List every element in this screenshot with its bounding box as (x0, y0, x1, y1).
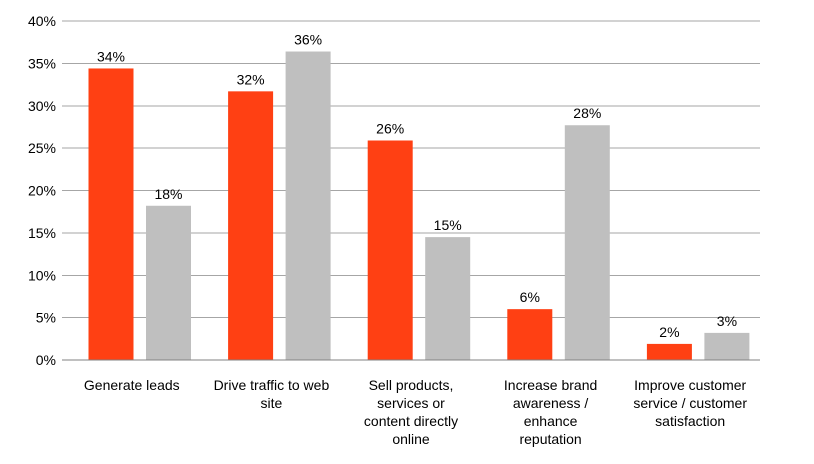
y-tick-label: 35% (28, 55, 56, 71)
category-label: Increase brand awareness / enhance reputati… (504, 377, 597, 447)
data-label: 3% (717, 313, 737, 329)
bar (285, 51, 331, 360)
data-labels: 34% 32% 26% 6% 2% 18% 36% 15% 28% 3% (97, 32, 737, 340)
bar (146, 205, 191, 360)
category-label-line: services or (377, 395, 445, 411)
bar (646, 343, 692, 360)
bar (704, 332, 750, 360)
data-label: 18% (154, 186, 182, 202)
y-tick-label: 30% (28, 98, 56, 114)
bars (88, 51, 750, 361)
category-label-line: online (392, 431, 430, 447)
bar (425, 237, 471, 360)
data-label: 28% (573, 105, 601, 121)
category-label-line: Increase brand (504, 377, 597, 393)
category-label-line: Sell products, (369, 377, 454, 393)
y-tick-label: 0% (36, 352, 56, 368)
data-label: 36% (294, 32, 322, 48)
category-label-line: service / customer (633, 395, 747, 411)
bar (228, 91, 274, 360)
bar (507, 309, 553, 360)
bar (564, 125, 610, 361)
y-tick-label: 5% (36, 310, 56, 326)
y-tick-label: 20% (28, 183, 56, 199)
y-tick-label: 10% (28, 267, 56, 283)
y-axis-tick-labels: 0% 5% 10% 15% 20% 25% 30% 35% 40% (28, 13, 56, 368)
data-label: 2% (659, 324, 679, 340)
category-label-line: Drive traffic to web (214, 377, 330, 393)
category-label-line: Improve customer (634, 377, 746, 393)
y-tick-label: 40% (28, 13, 56, 29)
data-label: 34% (97, 48, 125, 64)
category-label-line: content directly (364, 413, 458, 429)
category-label: Generate leads (84, 377, 180, 393)
category-label-line: enhance (524, 413, 578, 429)
y-tick-label: 25% (28, 140, 56, 156)
category-label-line: reputation (519, 431, 581, 447)
category-label-line: satisfaction (655, 413, 725, 429)
category-label-line: Generate leads (84, 377, 180, 393)
y-tick-label: 15% (28, 225, 56, 241)
data-label: 15% (434, 217, 462, 233)
category-label-line: site (261, 395, 283, 411)
data-label: 26% (376, 120, 404, 136)
category-labels: Generate leads Drive traffic to web site Se… (84, 377, 747, 447)
category-label: Sell products, services or content directl… (364, 377, 458, 447)
data-label: 32% (237, 71, 265, 87)
category-label: Improve customer service / customer satisf… (633, 377, 747, 429)
category-label: Drive traffic to web site (214, 377, 330, 411)
data-label: 6% (520, 289, 540, 305)
category-label-line: awareness / (513, 395, 589, 411)
bar (88, 68, 134, 361)
bar (367, 140, 413, 360)
